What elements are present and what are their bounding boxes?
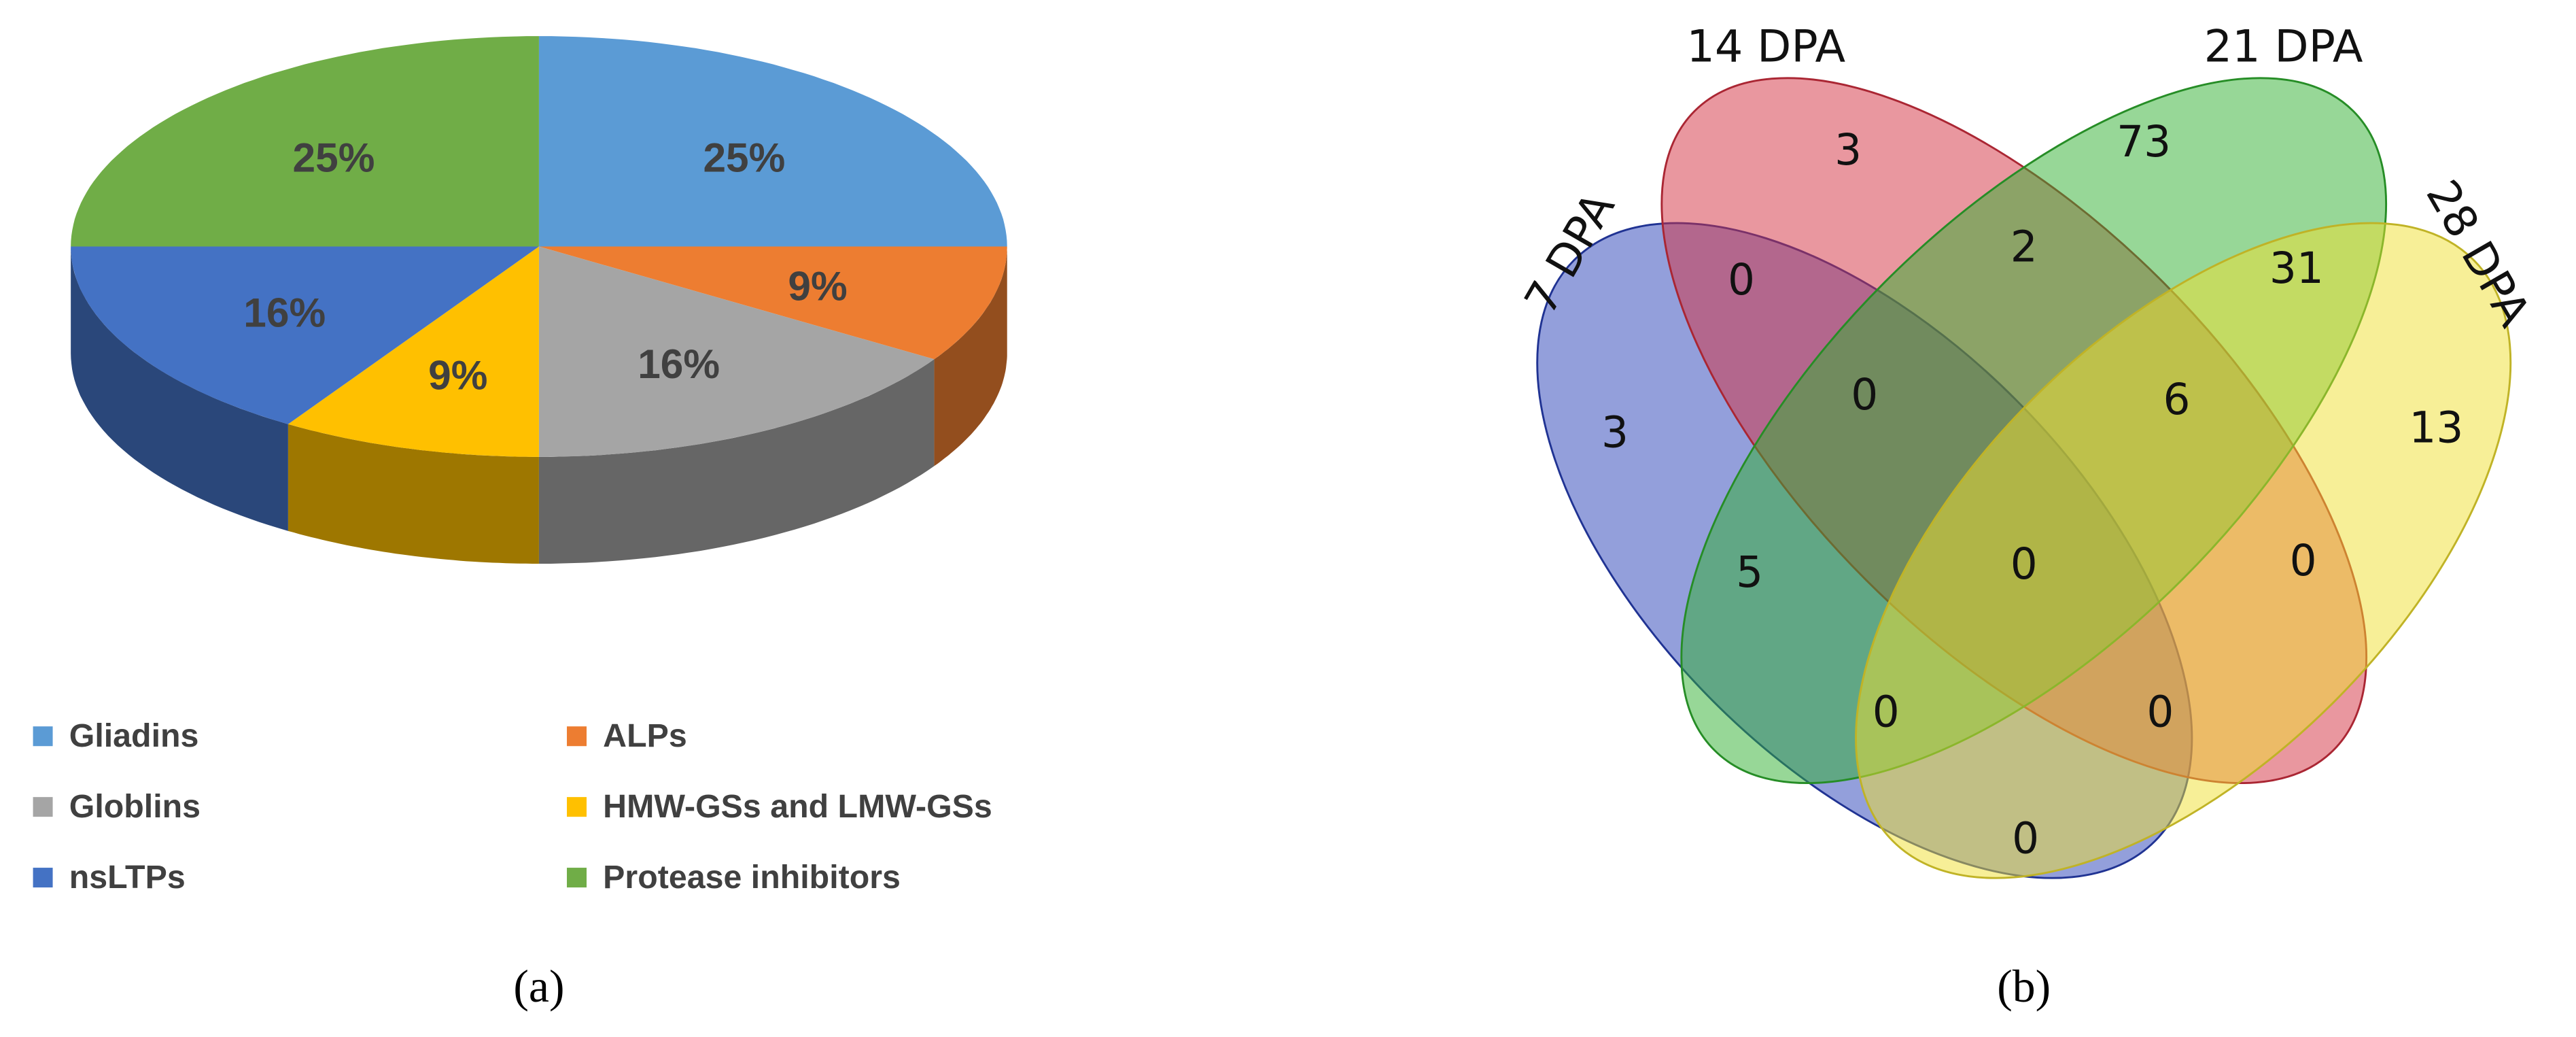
region-count: 0 bbox=[2290, 536, 2317, 585]
region-count: 0 bbox=[2011, 539, 2038, 589]
slice bbox=[538, 246, 935, 457]
region-count: 0 bbox=[1851, 370, 1878, 420]
set-label: 21 DPA bbox=[2204, 21, 2363, 73]
set-label: 14 DPA bbox=[1686, 21, 1845, 73]
legend-label: nsLTPs bbox=[69, 859, 186, 896]
slice bbox=[71, 246, 539, 424]
slice bbox=[71, 36, 539, 247]
value-label: 9% bbox=[788, 263, 847, 309]
legend-label: HMW-GSs and LMW-GSs bbox=[603, 788, 992, 825]
region-count: 2 bbox=[2011, 222, 2038, 271]
value-label: 25% bbox=[703, 135, 785, 181]
legend-label: Gliadins bbox=[69, 717, 199, 754]
region-count: 0 bbox=[2146, 687, 2174, 736]
region-count: 3 bbox=[1834, 125, 1862, 175]
slice bbox=[288, 246, 539, 457]
legend-label: Globlins bbox=[69, 788, 201, 825]
region-count: 0 bbox=[1873, 687, 1900, 736]
legend-swatch bbox=[33, 797, 53, 817]
region-count: 6 bbox=[2163, 375, 2190, 424]
slice-side bbox=[934, 246, 1007, 466]
region-count: 73 bbox=[2117, 117, 2171, 167]
slice bbox=[538, 246, 1007, 360]
value-label: 16% bbox=[243, 290, 326, 336]
caption: (a) bbox=[513, 961, 564, 1012]
legend-swatch bbox=[33, 868, 53, 888]
region-count: 0 bbox=[1728, 255, 1755, 305]
region-count: 13 bbox=[2409, 403, 2463, 452]
caption: (b) bbox=[1997, 961, 2051, 1012]
legend-label: ALPs bbox=[603, 717, 687, 754]
legend-label: Protease inhibitors bbox=[603, 859, 901, 896]
slice-side bbox=[288, 424, 539, 564]
region-count: 31 bbox=[2269, 243, 2324, 293]
legend-swatch bbox=[567, 726, 587, 747]
slice bbox=[538, 36, 1007, 247]
value-label: 25% bbox=[293, 135, 375, 181]
region-count: 3 bbox=[1601, 408, 1629, 458]
region-count: 5 bbox=[1736, 547, 1763, 597]
legend-swatch bbox=[567, 797, 587, 817]
legend-swatch bbox=[33, 726, 53, 747]
slice-side bbox=[71, 246, 288, 531]
value-label: 9% bbox=[428, 352, 487, 398]
venn-set-shape bbox=[1855, 222, 2512, 879]
region-count: 0 bbox=[2012, 813, 2039, 863]
slice-side bbox=[538, 359, 935, 564]
legend-swatch bbox=[567, 868, 587, 888]
value-label: 16% bbox=[638, 341, 720, 387]
